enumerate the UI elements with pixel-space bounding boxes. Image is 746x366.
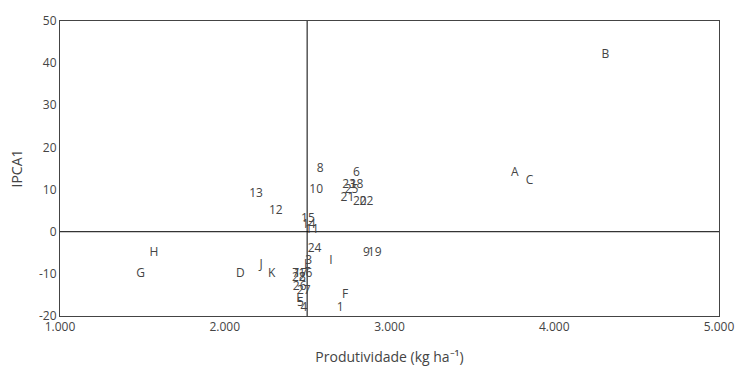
- svg-text:4.000: 4.000: [539, 318, 570, 335]
- svg-text:3.000: 3.000: [374, 318, 405, 335]
- svg-text:-20: -20: [39, 307, 57, 324]
- svg-text:6: 6: [353, 163, 360, 180]
- svg-text:2.000: 2.000: [209, 318, 240, 335]
- svg-text:5.000: 5.000: [704, 318, 735, 335]
- svg-text:Produtividade (kg ha⁻¹): Produtividade (kg ha⁻¹): [315, 347, 463, 366]
- svg-text:21: 21: [341, 188, 355, 205]
- svg-text:24: 24: [308, 239, 322, 256]
- svg-text:40: 40: [43, 54, 57, 71]
- svg-text:G: G: [136, 264, 145, 281]
- svg-text:27: 27: [297, 281, 311, 298]
- svg-text:D: D: [236, 264, 245, 281]
- svg-text:4: 4: [300, 298, 307, 315]
- svg-text:L: L: [304, 255, 310, 272]
- svg-text:18: 18: [350, 175, 364, 192]
- svg-text:13: 13: [249, 184, 263, 201]
- svg-text:1.000: 1.000: [45, 318, 76, 335]
- svg-text:30: 30: [43, 96, 57, 113]
- svg-text:0: 0: [50, 223, 57, 240]
- svg-text:3: 3: [305, 251, 312, 268]
- svg-text:20: 20: [43, 139, 57, 156]
- svg-text:20: 20: [353, 192, 367, 209]
- svg-text:2: 2: [299, 268, 306, 285]
- svg-text:F: F: [342, 285, 348, 302]
- svg-text:17: 17: [294, 264, 308, 281]
- svg-text:A: A: [511, 163, 519, 180]
- svg-text:22: 22: [360, 192, 374, 209]
- svg-text:1: 1: [337, 298, 344, 315]
- svg-text:8: 8: [317, 159, 324, 176]
- svg-text:H: H: [149, 243, 158, 260]
- svg-text:10: 10: [309, 180, 323, 197]
- svg-text:25: 25: [345, 180, 359, 197]
- svg-text:K: K: [268, 264, 276, 281]
- svg-text:J: J: [258, 255, 262, 272]
- svg-text:11: 11: [305, 220, 319, 237]
- svg-text:26: 26: [293, 277, 307, 294]
- svg-text:-10: -10: [39, 265, 57, 282]
- svg-text:28: 28: [292, 268, 306, 285]
- svg-text:7: 7: [292, 264, 299, 281]
- svg-text:50: 50: [43, 12, 57, 29]
- svg-text:23: 23: [342, 175, 356, 192]
- svg-text:E: E: [296, 289, 303, 306]
- svg-text:I: I: [329, 251, 332, 268]
- svg-text:9: 9: [363, 243, 370, 260]
- svg-text:15: 15: [301, 209, 315, 226]
- svg-text:IPCA1: IPCA1: [7, 149, 26, 187]
- svg-text:12: 12: [269, 201, 283, 218]
- svg-text:19: 19: [368, 243, 382, 260]
- svg-text:5: 5: [297, 293, 304, 310]
- svg-text:16: 16: [299, 264, 313, 281]
- svg-text:10: 10: [43, 181, 57, 198]
- svg-text:B: B: [601, 45, 609, 62]
- svg-text:C: C: [526, 171, 534, 188]
- svg-text:14: 14: [302, 215, 316, 232]
